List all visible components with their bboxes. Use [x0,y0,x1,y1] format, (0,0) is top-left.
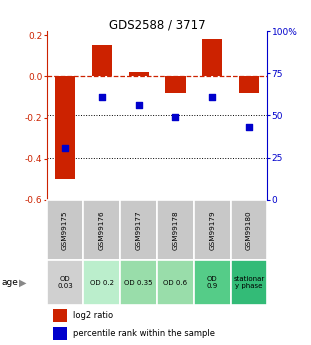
Point [210,94,215,100]
Bar [53,327,67,340]
FancyBboxPatch shape [47,200,83,260]
FancyBboxPatch shape [120,200,157,260]
FancyBboxPatch shape [83,200,120,260]
Text: OD 0.35: OD 0.35 [124,280,153,286]
Text: log2 ratio: log2 ratio [73,310,113,319]
Bar [128,72,149,76]
Text: OD 0.2: OD 0.2 [90,280,114,286]
Text: GSM99175: GSM99175 [62,210,68,250]
FancyBboxPatch shape [231,200,267,260]
Text: GSM99180: GSM99180 [246,210,252,250]
FancyBboxPatch shape [120,260,157,305]
Text: OD
0.9: OD 0.9 [207,276,218,289]
Bar [165,76,186,93]
Text: GSM99178: GSM99178 [173,210,179,250]
FancyBboxPatch shape [194,260,231,305]
FancyBboxPatch shape [157,260,194,305]
FancyBboxPatch shape [231,260,267,305]
Point [99,94,104,100]
Text: percentile rank within the sample: percentile rank within the sample [73,329,215,338]
Text: GSM99176: GSM99176 [99,210,105,250]
FancyBboxPatch shape [157,200,194,260]
Bar [239,76,259,93]
Bar [202,39,222,76]
Text: OD
0.03: OD 0.03 [57,276,73,289]
Bar [55,76,75,179]
Text: GSM99177: GSM99177 [136,210,142,250]
FancyBboxPatch shape [47,260,83,305]
Point [247,125,252,130]
Text: OD 0.6: OD 0.6 [163,280,188,286]
Text: GSM99179: GSM99179 [209,210,215,250]
Text: stationar
y phase: stationar y phase [234,276,265,289]
Text: ▶: ▶ [19,278,27,288]
Point [136,102,141,108]
FancyBboxPatch shape [83,260,120,305]
Text: age: age [2,278,18,287]
Bar [53,309,67,322]
Point [63,145,67,150]
Title: GDS2588 / 3717: GDS2588 / 3717 [109,18,205,31]
FancyBboxPatch shape [194,200,231,260]
Bar [92,46,112,76]
Point [173,115,178,120]
